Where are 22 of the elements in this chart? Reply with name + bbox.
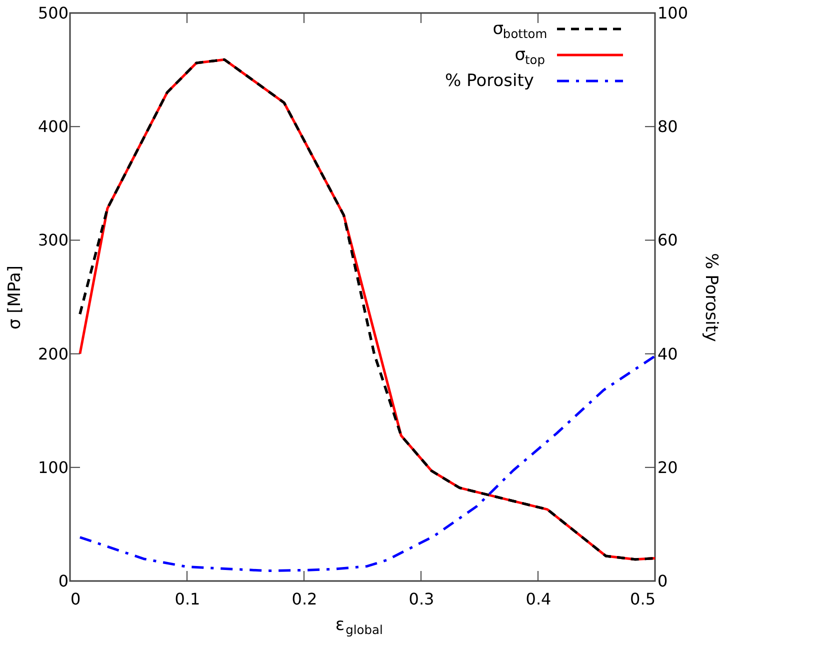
x-tick-label: 0.5 xyxy=(630,590,656,608)
line-series xyxy=(78,354,656,572)
y-tick-label: 500 xyxy=(38,4,68,22)
y2-tick-label: 0 xyxy=(658,572,668,590)
y-tick-label: 200 xyxy=(38,344,68,364)
y2-tick-label: 40 xyxy=(658,344,678,364)
x-tick-label: 0.1 xyxy=(174,590,200,608)
legend-label: % Porosity xyxy=(445,71,534,91)
x-tick-label: 0.2 xyxy=(292,590,318,608)
y-axis-title: σ [MPa] xyxy=(4,265,25,330)
x-tick-label: 0 xyxy=(70,590,81,608)
y2-axis-title: % Porosity xyxy=(701,253,722,342)
x-tick-label: 0.3 xyxy=(408,590,434,608)
y2-tick-label: 80 xyxy=(658,117,678,136)
y-tick-label: 0 xyxy=(58,572,68,590)
y-tick-label: 300 xyxy=(38,230,68,250)
y2-tick-label: 60 xyxy=(658,230,678,250)
x-tick-label: 0.4 xyxy=(526,590,552,608)
y2-tick-label: 100 xyxy=(658,4,688,22)
y-tick-label: 100 xyxy=(38,458,68,477)
y-tick-label: 400 xyxy=(38,117,68,136)
y2-tick-label: 20 xyxy=(658,458,678,477)
